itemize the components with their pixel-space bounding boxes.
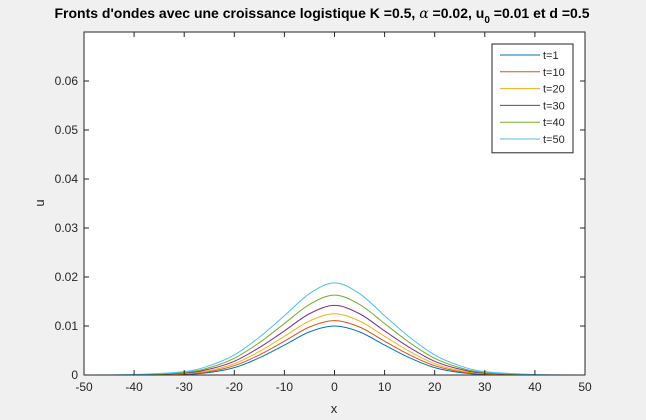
series-line-t-40	[84, 294, 585, 376]
y-tick-label: 0.01	[55, 319, 79, 333]
series-line-t-50	[83, 282, 586, 376]
y-tick-label: 0.05	[55, 123, 79, 137]
x-tick-label: -50	[75, 380, 93, 394]
series-lines	[83, 282, 586, 376]
y-axis-label: u	[32, 199, 47, 206]
legend: t=1 t=10 t=20 t=30 t=40 t=50	[491, 43, 574, 154]
y-tick-label: 0.02	[55, 270, 79, 284]
x-tick-label: 20	[428, 380, 442, 394]
x-tick-label: 0	[331, 380, 338, 394]
series-line-t-1	[84, 325, 585, 376]
x-tick-label: -10	[276, 380, 294, 394]
legend-label: t=20	[543, 84, 565, 96]
x-tick-label: 40	[528, 380, 542, 394]
legend-label: t=30	[543, 100, 565, 112]
y-tick-label: 0.03	[55, 221, 79, 235]
series-line-t-20	[84, 313, 585, 376]
legend-label: t=40	[543, 117, 565, 129]
x-tick-label: 50	[578, 380, 592, 394]
x-tick-label: -20	[226, 380, 244, 394]
series-line-t-30	[84, 304, 585, 376]
x-axis-label: x	[331, 401, 338, 416]
x-tick-label: -30	[176, 380, 194, 394]
legend-label: t=1	[543, 50, 559, 62]
legend-label: t=50	[543, 134, 565, 146]
x-tick-label: 10	[378, 380, 392, 394]
chart-title-alpha: α	[419, 6, 429, 22]
x-tick-label: 30	[478, 380, 492, 394]
series-line-t-10	[84, 320, 585, 376]
x-tick-label: -40	[125, 380, 143, 394]
chart-title-suffix: =0.01 et d =0.5	[490, 5, 590, 21]
chart-title-alpha-value: =0.02, u	[429, 5, 485, 21]
y-tick-label: 0.06	[55, 74, 79, 88]
y-tick-label: 0.04	[55, 172, 79, 186]
legend-label: t=10	[543, 67, 565, 79]
y-tick-label: 0	[71, 368, 78, 382]
legend-box	[491, 43, 574, 154]
chart-title: Fronts d'ondes avec une croissance logis…	[54, 5, 589, 26]
axis-ticks: -50 -40 -30 -20 -10 0 10 20 30 40 50 0 0.01 0.02 0.03 0…	[55, 32, 592, 394]
chart-title-prefix: Fronts d'ondes avec une croissance logis…	[54, 5, 419, 21]
chart-title-subscript: 0	[484, 15, 490, 26]
